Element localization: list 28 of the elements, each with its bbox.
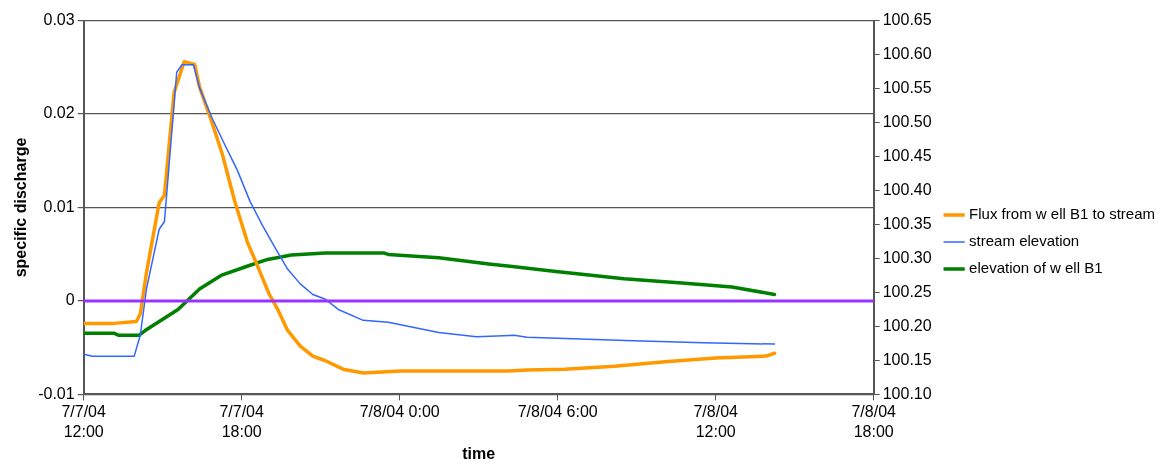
y2-tick-label: 100.25 [882, 282, 932, 300]
x-tick-label: 7/8/04 12:00 [693, 403, 739, 440]
y2-tick-label: 100.10 [882, 384, 932, 402]
y-tick-label: -0.01 [38, 384, 75, 402]
legend-label: elevation of w ell B1 [969, 259, 1103, 277]
y2-tick-label: 100.40 [882, 180, 932, 198]
y2-tick-label: 100.55 [882, 78, 932, 96]
y-tick-label: 0.01 [43, 197, 75, 215]
x-tick-label: 7/7/04 12:00 [61, 403, 107, 440]
y-axis-title: specific discharge [12, 137, 30, 278]
y2-tick-label: 100.60 [882, 44, 932, 62]
y2-tick-label: 100.35 [882, 214, 932, 232]
legend-label: Flux from w ell B1 to stream [969, 205, 1156, 223]
y-tick-label: 0.02 [43, 104, 75, 122]
legend-label: stream elevation [969, 232, 1080, 250]
y-tick-label: 0 [65, 291, 75, 309]
y2-tick-label: 100.50 [882, 112, 932, 130]
x-tick-label: 7/7/04 18:00 [219, 403, 265, 440]
y2-tick-label: 100.15 [882, 350, 932, 368]
x-tick-label: 7/8/04 6:00 [517, 403, 598, 421]
x-tick-label: 7/8/04 18:00 [851, 403, 897, 440]
y2-tick-label: 100.20 [882, 316, 932, 334]
y2-tick-label: 100.65 [882, 11, 932, 29]
y2-tick-label: 100.45 [882, 146, 932, 164]
y2-tick-label: 100.30 [882, 248, 932, 266]
x-axis-title: time [462, 444, 496, 462]
x-tick-label: 7/8/04 0:00 [359, 403, 440, 421]
y-tick-label: 0.03 [43, 11, 75, 29]
